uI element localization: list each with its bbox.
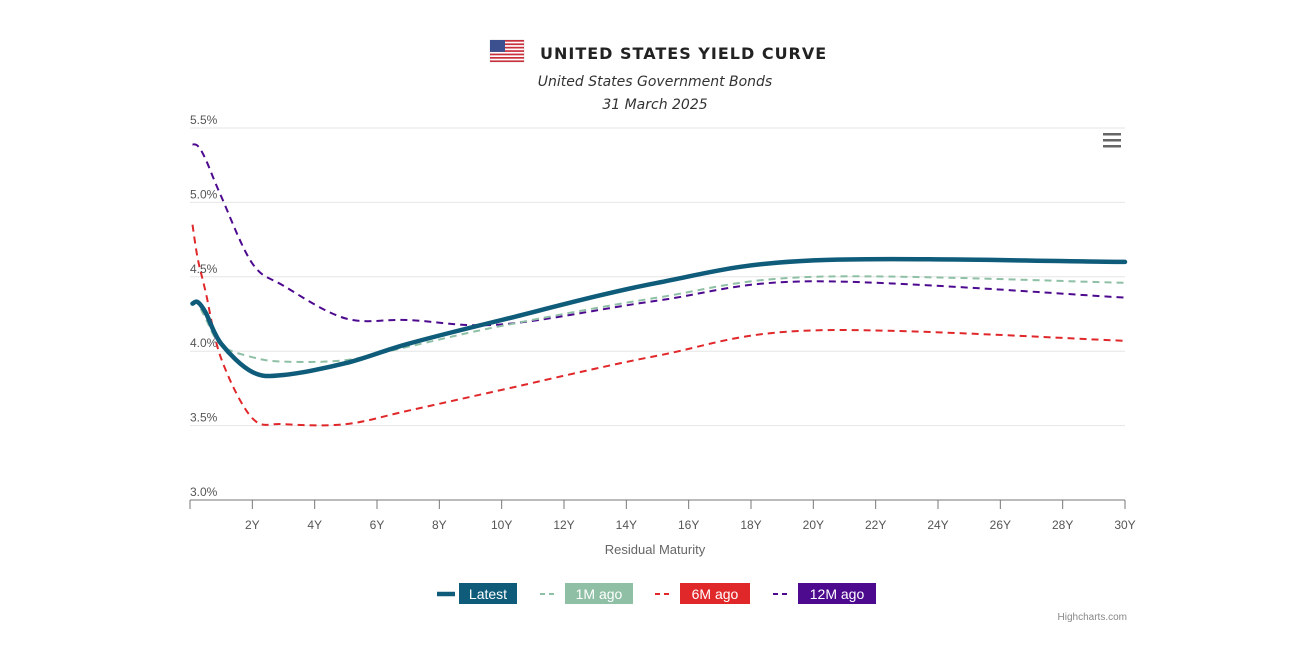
legend-item-12m-ago[interactable]: 12M ago	[773, 583, 876, 604]
legend: Latest 1M ago 6M ago 12M ago	[437, 583, 876, 604]
legend-item-1m-ago[interactable]: 1M ago	[540, 583, 633, 604]
x-tick-label: 4Y	[307, 518, 322, 532]
x-tick-label: 14Y	[616, 518, 637, 532]
legend-label-box	[798, 583, 876, 604]
grid-lines	[190, 127, 1125, 427]
legend-label: 12M ago	[810, 586, 865, 602]
credits-link[interactable]: Highcharts.com	[1058, 612, 1127, 623]
series-line-latest	[190, 256, 1128, 379]
x-tick-label: 10Y	[491, 518, 512, 532]
chart-subtitle: United States Government Bonds	[538, 74, 772, 90]
legend-item-latest[interactable]: Latest	[437, 583, 517, 604]
x-tick-label: 20Y	[803, 518, 824, 532]
y-tick-label: 4.5%	[190, 262, 218, 276]
x-tick-label: 26Y	[990, 518, 1011, 532]
series-lines	[190, 143, 1128, 427]
series-line-12m-ago	[192, 143, 1126, 327]
x-tick-label: 30Y	[1114, 518, 1135, 532]
legend-label: Latest	[469, 586, 507, 602]
legend-label-box	[565, 583, 633, 604]
x-tick-label: 6Y	[370, 518, 385, 532]
y-tick-label: 5.0%	[190, 187, 218, 201]
legend-label-box	[459, 583, 517, 604]
x-tick-label: 8Y	[432, 518, 447, 532]
x-axis: 2Y 4Y 6Y 8Y 10Y 12Y 14Y 16Y 18Y 20Y 22Y 24Y 26Y 28Y 30…	[189, 499, 1136, 532]
legend-label: 1M ago	[576, 586, 623, 602]
x-axis-title: Residual Maturity	[605, 542, 706, 557]
x-tick-label: 12Y	[553, 518, 574, 532]
x-tick-label: 22Y	[865, 518, 886, 532]
chart-title: UNITED STATES YIELD CURVE	[540, 44, 827, 63]
legend-label-box	[680, 583, 750, 604]
chart-date: 31 March 2025	[602, 97, 707, 113]
x-tick-label: 18Y	[740, 518, 761, 532]
y-tick-label: 3.5%	[190, 411, 218, 425]
y-tick-label: 4.0%	[190, 336, 218, 350]
x-tick-label: 24Y	[927, 518, 948, 532]
y-tick-label: 5.5%	[190, 113, 218, 127]
x-tick-label: 2Y	[245, 518, 260, 532]
legend-item-6m-ago[interactable]: 6M ago	[655, 583, 750, 604]
legend-label: 6M ago	[692, 586, 739, 602]
x-tick-label: 28Y	[1052, 518, 1073, 532]
us-flag-icon	[489, 39, 525, 63]
x-tick-label: 16Y	[678, 518, 699, 532]
hamburger-menu-icon[interactable]	[1100, 128, 1124, 152]
series-line-6m-ago	[191, 224, 1126, 427]
y-axis-labels: 3.0% 3.5% 4.0% 4.5% 5.0% 5.5%	[190, 113, 218, 499]
y-tick-label: 3.0%	[190, 485, 218, 499]
